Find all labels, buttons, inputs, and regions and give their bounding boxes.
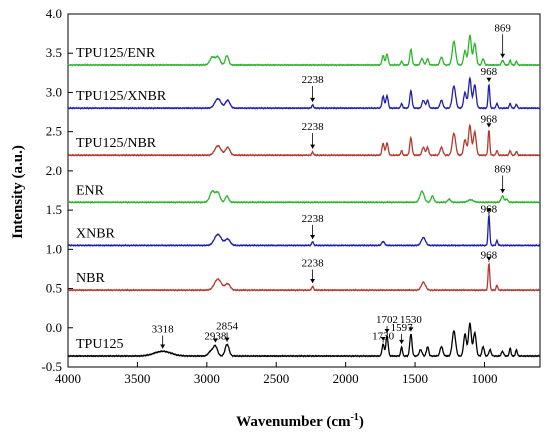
- x-tick-label: 2000: [333, 371, 359, 386]
- y-tick-label: -0.5: [41, 359, 62, 374]
- series-label-tpu125-enr: TPU125/ENR: [76, 46, 156, 61]
- annotation-arrowhead: [310, 234, 316, 239]
- x-tick-label: 4000: [55, 371, 81, 386]
- annotation-arrowhead: [160, 344, 166, 349]
- annotation-label: 968: [481, 250, 498, 262]
- x-axis-ticks: 4000 3500 3000 2500 2000 1500 1000: [55, 362, 497, 386]
- annotation-arrowhead: [486, 123, 492, 128]
- series-label-tpu125-nbr: TPU125/NBR: [76, 136, 157, 151]
- y-tick-label: 3.5: [46, 45, 62, 60]
- annotation-label: 2238: [302, 121, 325, 133]
- annotation-arrowhead: [384, 328, 390, 333]
- series-line-tpu125-enr: [67, 34, 541, 67]
- annotation-arrowhead: [310, 144, 316, 149]
- y-tick-label: 1.5: [46, 202, 62, 217]
- annotation-arrowhead: [212, 338, 218, 343]
- annotation-arrowhead: [224, 337, 230, 342]
- series-label-nbr: NBR: [76, 271, 105, 286]
- series-label-xnbr: XNBR: [76, 226, 116, 241]
- annotation-label: 1702: [376, 314, 398, 326]
- y-tick-label: 3.0: [46, 84, 62, 99]
- annotation-arrowhead: [380, 337, 386, 342]
- y-tick-label: 4.0: [46, 6, 62, 21]
- annotation-label: 3318: [152, 323, 175, 335]
- series-line-tpu125-xnbr: [67, 76, 541, 110]
- y-tick-label: 2.0: [46, 163, 62, 178]
- x-tick-label: 1000: [471, 371, 497, 386]
- series-line-enr: [67, 189, 541, 204]
- annotation-label: 2938: [204, 331, 227, 343]
- x-tick-label: 3000: [194, 371, 220, 386]
- annotation-arrowhead: [399, 339, 405, 344]
- series-label-tpu125: TPU125: [76, 337, 123, 352]
- series-label-enr: ENR: [76, 183, 105, 198]
- annotation-arrowhead: [310, 279, 316, 284]
- annotation-label: 968: [481, 203, 498, 215]
- annotation-label: 869: [494, 22, 511, 34]
- series-group: [67, 34, 541, 358]
- annotation-label: 1530: [400, 314, 423, 326]
- labels-group: TPU125 NBR XNBR ENR TPU125/NBR TPU125/XNBR TPU…: [76, 46, 167, 352]
- y-tick-label: 2.5: [46, 124, 62, 139]
- y-tick-label: 0.0: [46, 320, 62, 335]
- annotation-arrowhead: [500, 53, 506, 58]
- x-tick-label: 3500: [124, 371, 150, 386]
- x-axis-title: Wavenumber (cm-1): [236, 412, 364, 430]
- annotation-label: 968: [481, 113, 498, 125]
- x-tick-label: 2500: [263, 371, 289, 386]
- y-tick-label: 0.5: [46, 281, 62, 296]
- series-label-tpu125-xnbr: TPU125/XNBR: [76, 89, 167, 104]
- annotation-label: 2854: [216, 320, 239, 332]
- series-line-tpu125-nbr: [67, 123, 540, 157]
- y-axis-ticks: -0.5 0.0 0.5 1.0 1.5 2.0 2.5 3.0 3.5 4.0: [41, 6, 73, 374]
- annotation-label: 869: [494, 163, 511, 175]
- series-line-nbr: [67, 262, 540, 292]
- series-line-tpu125: [67, 322, 541, 358]
- annotation-arrowhead: [310, 97, 316, 102]
- annotation-arrowhead: [486, 208, 492, 213]
- series-line-xnbr: [67, 214, 541, 248]
- annotation-arrowhead: [500, 189, 506, 194]
- annotation-label: 2238: [302, 213, 325, 225]
- annotation-label: 968: [481, 66, 498, 78]
- y-tick-label: 1.0: [46, 241, 62, 256]
- x-tick-label: 1500: [402, 371, 428, 386]
- annotation-arrowhead: [408, 327, 414, 332]
- y-axis-title: Intensity (a.u.): [10, 145, 26, 239]
- annotation-label: 1730: [372, 331, 395, 343]
- annotation-label: 1597: [391, 322, 414, 334]
- annotation-arrowhead: [486, 77, 492, 82]
- annotation-arrowhead: [486, 256, 492, 261]
- annotation-label: 2238: [302, 74, 325, 86]
- annotation-label: 2238: [302, 258, 325, 270]
- plot-frame: [67, 13, 541, 368]
